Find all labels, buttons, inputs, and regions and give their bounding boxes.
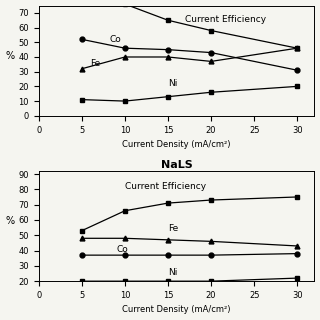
Y-axis label: %: % xyxy=(5,216,15,226)
Text: Ni: Ni xyxy=(168,79,177,88)
Text: Co: Co xyxy=(116,245,128,254)
Text: Fe: Fe xyxy=(91,59,101,68)
Text: Current Efficiency: Current Efficiency xyxy=(125,182,206,191)
Text: Ni: Ni xyxy=(168,268,177,277)
X-axis label: Current Density (mA/cm²): Current Density (mA/cm²) xyxy=(122,140,231,149)
Text: Fe: Fe xyxy=(168,224,178,233)
Y-axis label: %: % xyxy=(5,51,15,61)
X-axis label: Current Density (mA/cm²): Current Density (mA/cm²) xyxy=(122,306,231,315)
Title: NaLS: NaLS xyxy=(161,160,193,170)
Text: Co: Co xyxy=(109,35,121,44)
Text: Current Efficiency: Current Efficiency xyxy=(185,15,266,24)
